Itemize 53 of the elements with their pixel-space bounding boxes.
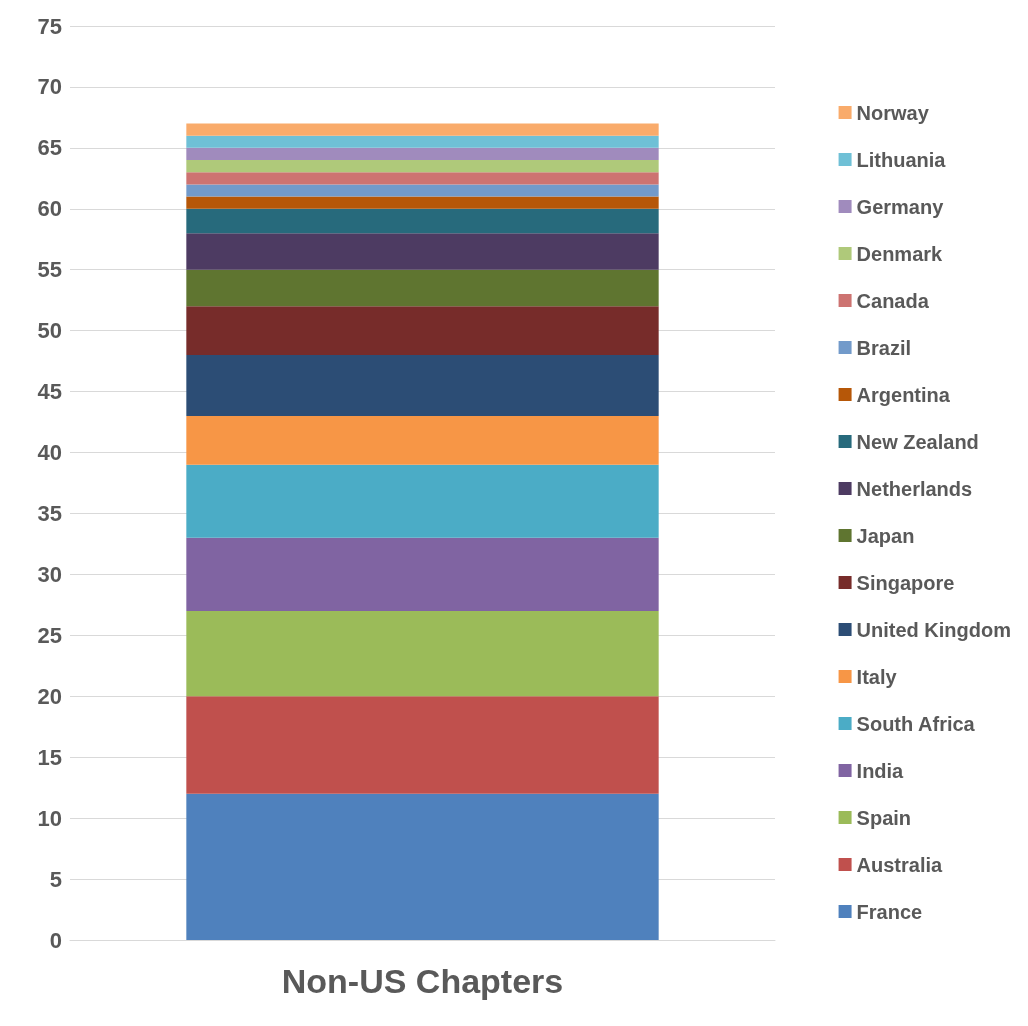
bar xyxy=(186,160,659,173)
legend-label: Germany xyxy=(856,195,945,218)
bar xyxy=(186,464,659,538)
legend-label: Italy xyxy=(856,665,898,688)
legend-label: Brazil xyxy=(856,336,912,359)
bar xyxy=(186,172,659,185)
bar xyxy=(186,415,659,465)
y-tick-label: 60 xyxy=(37,196,62,222)
y-tick-label: 5 xyxy=(49,866,62,892)
bar xyxy=(186,269,659,307)
y-tick-label: 45 xyxy=(37,379,62,405)
bar xyxy=(186,147,659,161)
y-tick-label: 25 xyxy=(37,622,62,648)
legend-label: Netherlands xyxy=(856,477,973,500)
bar xyxy=(186,196,659,209)
y-tick-label: 40 xyxy=(37,440,62,466)
legend-label: Singapore xyxy=(856,571,955,594)
x-tick-label: Non-US Chapters xyxy=(281,962,564,1000)
bar xyxy=(186,696,659,794)
legend-label: India xyxy=(856,759,905,782)
y-tick-label: 50 xyxy=(37,318,62,344)
y-tick-label: 35 xyxy=(37,500,62,526)
legend-label: Denmark xyxy=(856,242,944,265)
y-tick-label: 55 xyxy=(37,257,62,283)
legend-label: South Africa xyxy=(856,712,976,735)
legend-label: Spain xyxy=(856,806,912,829)
bar xyxy=(186,233,659,270)
legend-label: United Kingdom xyxy=(856,618,1012,641)
legend-label: Lithuania xyxy=(856,148,947,171)
legend-label: Argentina xyxy=(856,383,951,406)
bar xyxy=(186,537,659,611)
legend-label: Canada xyxy=(856,289,930,312)
y-tick-label: 0 xyxy=(49,927,62,953)
bar xyxy=(186,355,659,416)
y-tick-label: 65 xyxy=(37,135,62,161)
legend-label: Australia xyxy=(856,853,944,876)
y-tick-label: 70 xyxy=(37,74,62,100)
legend-label: France xyxy=(856,900,923,923)
y-tick-label: 20 xyxy=(37,683,62,709)
bar xyxy=(186,135,659,148)
legend-label: Japan xyxy=(856,524,915,547)
bar xyxy=(186,610,659,697)
bar xyxy=(186,208,659,234)
bar xyxy=(186,306,659,356)
y-tick-label: 30 xyxy=(37,561,62,587)
y-tick-label: 75 xyxy=(37,13,62,39)
bar xyxy=(186,123,659,136)
bar xyxy=(186,793,659,940)
legend-label: New Zealand xyxy=(856,430,979,453)
bar xyxy=(186,184,659,197)
y-tick-label: 15 xyxy=(37,744,62,770)
legend-label: Norway xyxy=(856,101,930,124)
y-tick-label: 10 xyxy=(37,805,62,831)
